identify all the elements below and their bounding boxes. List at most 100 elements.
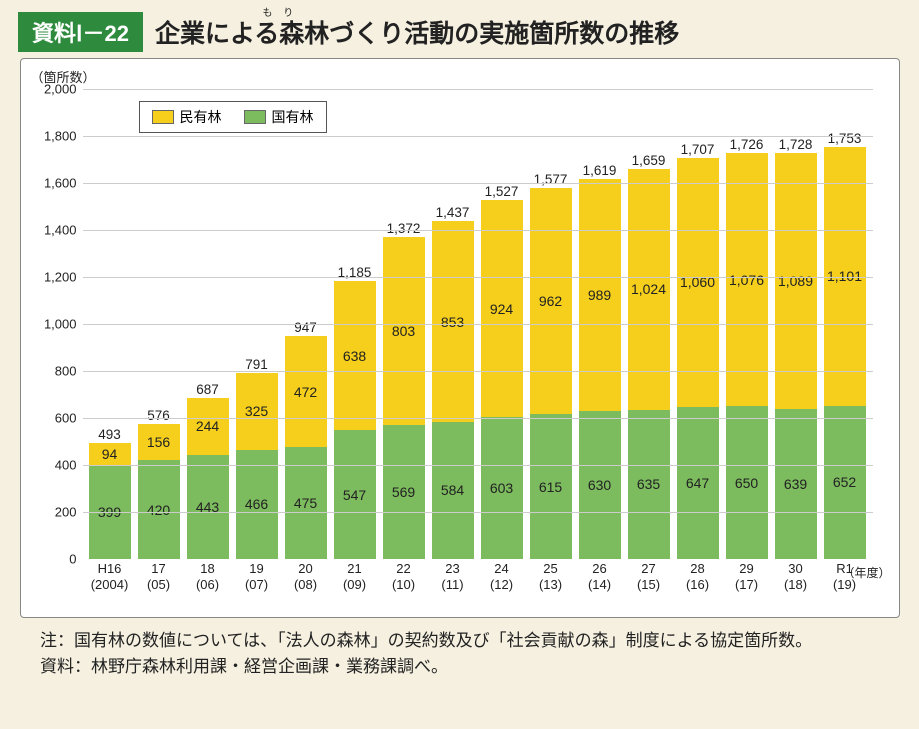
bar-segment-private: 156 [138,424,180,461]
y-tick-label: 1,600 [44,176,83,191]
x-tick-label: 26(14) [579,561,621,594]
bar-total-label: 576 [147,408,170,423]
bar-segment-private: 1,060 [677,158,719,407]
x-tick-label: 25(13) [530,561,572,594]
bar-column: 1,7071,060647 [677,158,719,559]
y-tick-label: 1,800 [44,129,83,144]
bar-segment-national: 569 [383,425,425,559]
legend-label-national: 国有林 [272,107,314,127]
bar-segment-national: 547 [334,430,376,559]
bar-value-private: 1,076 [729,272,764,288]
bar-value-national: 630 [588,477,611,493]
bar-segment-national: 420 [138,460,180,559]
gridline [83,183,873,184]
x-tick-label: 21(09) [334,561,376,594]
gridline [83,277,873,278]
legend-label-private: 民有林 [180,107,222,127]
bar-value-national: 547 [343,487,366,503]
bar-value-national: 639 [784,476,807,492]
chart-card: （箇所数） 民有林 国有林 49394399576156420687244443… [20,58,900,618]
x-tick-label: 20(08) [285,561,327,594]
bar-segment-private: 1,024 [628,169,670,410]
bar-value-national: 603 [490,480,513,496]
x-tick-label: 18(06) [187,561,229,594]
bar-column: 1,619989630 [579,179,621,559]
bar-value-private: 472 [294,384,317,400]
bar-segment-private: 94 [89,443,131,465]
note-text: 国有林の数値については、「法人の森林」の契約数及び「社会貢献の森」制度による協定… [74,628,812,654]
x-tick-label: 17(05) [138,561,180,594]
bar-total-label: 1,372 [387,221,421,236]
bar-segment-national: 652 [824,406,866,559]
bar-total-label: 1,707 [681,142,715,157]
bar-total-label: 687 [196,382,219,397]
y-tick-label: 1,200 [44,270,83,285]
bar-value-private: 325 [245,403,268,419]
bar-value-national: 650 [735,475,758,491]
bar-segment-national: 615 [530,414,572,559]
bar-value-private: 156 [147,434,170,450]
legend-swatch-national [244,110,266,124]
legend-item-national: 国有林 [244,107,314,127]
bar-segment-private: 472 [285,336,327,447]
bar-total-label: 1,728 [779,137,813,152]
legend-item-private: 民有林 [152,107,222,127]
bar-total-label: 1,577 [534,172,568,187]
y-tick-label: 0 [69,552,82,567]
bar-column: 1,577962615 [530,188,572,559]
bar-column: 1,437853584 [432,221,474,559]
y-tick-label: 600 [55,411,83,426]
bar-value-national: 420 [147,502,170,518]
gridline [83,89,873,90]
x-labels: H16(2004)17(05)18(06)19(07)20(08)21(09)2… [83,561,873,594]
bar-value-private: 94 [102,446,118,462]
bar-segment-private: 1,076 [726,153,768,406]
bar-value-national: 475 [294,495,317,511]
bar-segment-national: 443 [187,455,229,559]
y-tick-label: 400 [55,458,83,473]
bar-value-private: 924 [490,301,513,317]
plot-area: 民有林 国有林 49394399576156420687244443791325… [83,89,873,559]
x-axis-unit: （年度） [842,564,890,581]
x-tick-label: 22(10) [383,561,425,594]
footnotes: 注： 国有林の数値については、「法人の森林」の契約数及び「社会貢献の森」制度によ… [40,628,879,679]
bar-segment-private: 962 [530,188,572,414]
bar-total-label: 1,619 [583,163,617,178]
x-tick-label: 30(18) [775,561,817,594]
bar-value-national: 647 [686,475,709,491]
bar-total-label: 1,753 [828,131,862,146]
figure-header: 資料Ⅰ－22 も り 企業による森林づくり活動の実施箇所数の推移 [18,12,901,52]
y-tick-label: 800 [55,364,83,379]
x-tick-label: 28(16) [677,561,719,594]
bar-column: 1,527924603 [481,200,523,559]
bar-value-private: 1,089 [778,273,813,289]
gridline [83,230,873,231]
x-tick-label: 29(17) [726,561,768,594]
x-tick-label: 23(11) [432,561,474,594]
legend: 民有林 国有林 [139,101,327,133]
bar-column: 1,7281,089639 [775,153,817,559]
bar-segment-private: 853 [432,221,474,421]
gridline [83,512,873,513]
source-label: 資料： [40,654,91,680]
bar-total-label: 947 [294,320,317,335]
bar-value-national: 635 [637,476,660,492]
bar-segment-private: 325 [236,373,278,449]
bar-value-private: 803 [392,323,415,339]
source-text: 林野庁森林利用課・経営企画課・業務課調べ。 [91,654,448,680]
figure-badge: 資料Ⅰ－22 [18,12,143,52]
bar-segment-private: 803 [383,237,425,426]
bar-segment-national: 647 [677,407,719,559]
bar-total-label: 493 [98,427,121,442]
y-tick-label: 1,000 [44,317,83,332]
title-ruby: も り [262,4,297,19]
bar-total-label: 1,659 [632,153,666,168]
bar-column: 1,372803569 [383,237,425,559]
bar-value-national: 615 [539,479,562,495]
gridline [83,136,873,137]
bar-column: 49394399 [89,443,131,559]
gridline [83,418,873,419]
bar-value-private: 989 [588,287,611,303]
bar-segment-private: 989 [579,179,621,411]
x-tick-label: 24(12) [481,561,523,594]
